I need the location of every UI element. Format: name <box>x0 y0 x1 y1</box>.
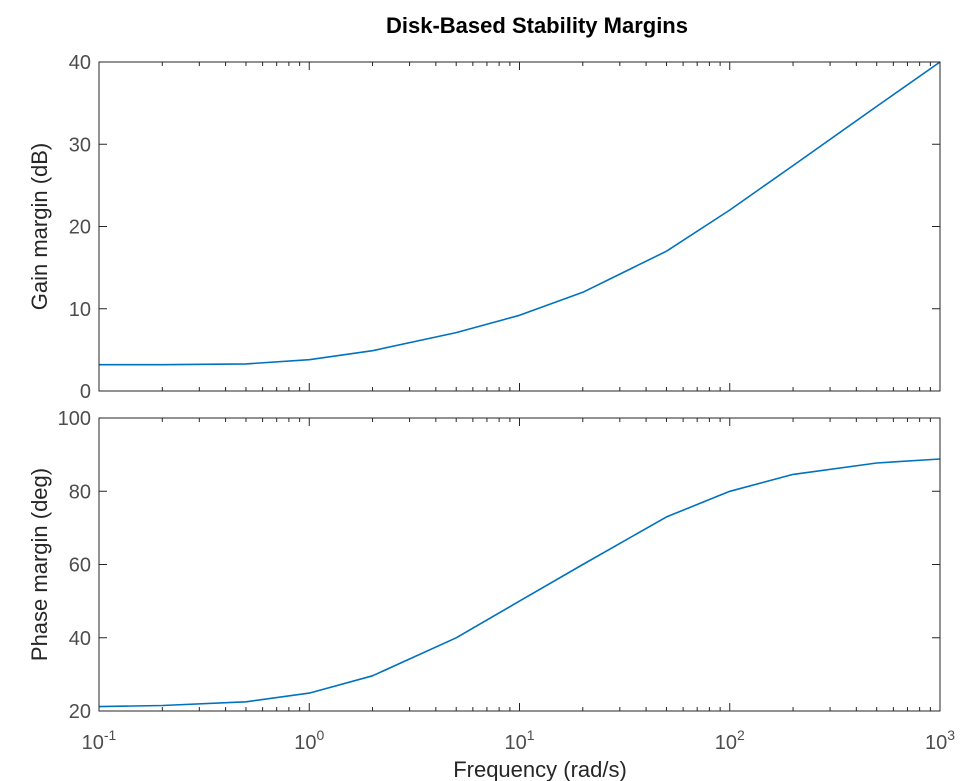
y-tick-label: 20 <box>69 701 91 723</box>
y-tick-label: 40 <box>69 52 91 74</box>
x-tick-exponent: 3 <box>947 727 955 743</box>
y-tick-label: 40 <box>69 628 91 650</box>
x-axis-label: Frequency (rad/s) <box>453 757 627 781</box>
x-tick-exponent: 0 <box>316 727 324 743</box>
x-tick-label: 101 <box>504 727 534 754</box>
x-tick-exponent: 2 <box>737 727 745 743</box>
x-tick-base: 10 <box>925 732 947 754</box>
series-line <box>99 61 941 366</box>
x-tick-labels: 10-1 100 101 102 103 <box>82 727 956 754</box>
x-tick-base: 10 <box>715 732 737 754</box>
gain-margin-subplot: 0 10 20 30 40 Gain margin (dB) <box>27 52 941 403</box>
x-tick-base: 10 <box>294 732 316 754</box>
x-tick-label: 103 <box>925 727 955 754</box>
y-tick-label: 0 <box>80 381 91 403</box>
y-tick-label: 100 <box>58 408 91 430</box>
plot-area <box>99 62 940 391</box>
phase-margin-subplot: 20 40 60 80 100 Phase margin (deg) <box>27 408 941 723</box>
chart-title: Disk-Based Stability Margins <box>386 13 688 38</box>
y-tick-label: 80 <box>69 481 91 503</box>
series-line <box>98 458 941 708</box>
x-tick-label: 100 <box>294 727 324 754</box>
axes-box <box>98 417 941 712</box>
x-tick-base: 10 <box>82 732 104 754</box>
y-tick-label: 10 <box>69 299 91 321</box>
axes-box <box>98 61 941 392</box>
x-tick-label: 10-1 <box>82 727 117 754</box>
x-tick-label: 102 <box>715 727 745 754</box>
y-tick-label: 30 <box>69 134 91 156</box>
y-axis-label: Gain margin (dB) <box>27 143 52 311</box>
y-axis-label: Phase margin (deg) <box>27 468 52 661</box>
x-tick-exponent: -1 <box>104 727 117 743</box>
plot-area <box>99 418 940 711</box>
x-tick-exponent: 1 <box>527 727 535 743</box>
x-tick-base: 10 <box>504 732 526 754</box>
y-tick-label: 20 <box>69 217 91 239</box>
y-tick-label: 60 <box>69 555 91 577</box>
